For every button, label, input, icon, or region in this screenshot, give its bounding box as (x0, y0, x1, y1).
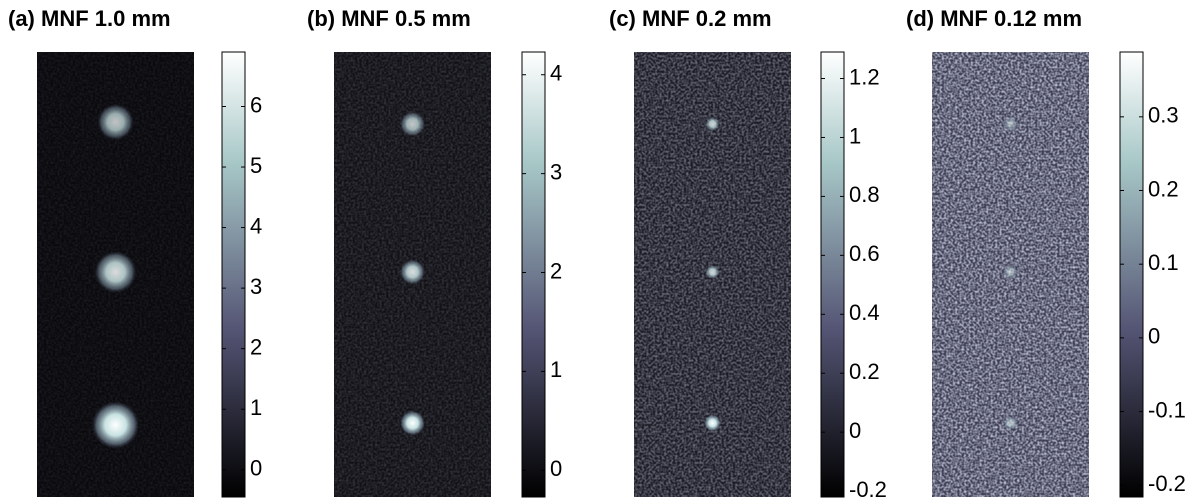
colorbar (522, 52, 545, 497)
bright-spot (400, 410, 425, 435)
colorbar-tick-label: 1 (550, 357, 562, 382)
colorbar-tick-label: 6 (250, 92, 262, 117)
colorbar-tick-label: 2 (250, 334, 262, 359)
colorbar-tick-label: -0.2 (849, 477, 887, 501)
colorbar-tick-label: 2 (550, 258, 562, 283)
colorbar-tick-label: 0 (550, 456, 562, 481)
colorbar-tick-label: 5 (250, 153, 262, 178)
colorbar-tick-label: 3 (550, 159, 562, 184)
colorbar-tick-label: 1.2 (849, 64, 880, 89)
figure: (a) MNF 1.0 mm 0 1 2 3 4 5 6 (b) MNF 0.5 mm 0 1 2 3 4… (0, 0, 1203, 501)
colorbar-tick-label: 0.6 (849, 241, 880, 266)
colorbar-tick-label: 0.1 (1148, 250, 1179, 275)
bright-spot (97, 104, 133, 140)
colorbar-tick-label: 4 (550, 61, 562, 86)
colorbar-tick-label: 0.2 (1148, 176, 1179, 201)
colorbar-tick-label: 0.4 (849, 300, 880, 325)
bright-spot (95, 251, 137, 293)
bright-spot (1004, 265, 1018, 279)
colorbar-tick-label: -0.1 (1148, 397, 1186, 422)
colorbar (821, 52, 844, 497)
colorbar-tick-label: 0 (250, 456, 262, 481)
colorbar-tick-label: 0.8 (849, 182, 880, 207)
panel-title: (b) MNF 0.5 mm (307, 6, 471, 31)
colorbar (1120, 52, 1143, 497)
panel-title: (c) MNF 0.2 mm (609, 6, 772, 31)
bright-spot (400, 111, 425, 136)
bright-spot (704, 415, 721, 432)
bright-spot (1004, 117, 1018, 131)
bright-spot (706, 265, 720, 279)
colorbar (222, 52, 245, 497)
panel-title: (d) MNF 0.12 mm (906, 6, 1082, 31)
colorbar-tick-label: 0.3 (1148, 103, 1179, 128)
panel-title: (a) MNF 1.0 mm (8, 6, 171, 31)
colorbar-tick-label: 0 (1148, 324, 1160, 349)
colorbar-tick-label: -0.2 (1148, 471, 1186, 496)
colorbar-tick-label: 1 (250, 395, 262, 420)
colorbar-tick-label: 0.2 (849, 359, 880, 384)
colorbar-tick-label: 0 (849, 418, 861, 443)
colorbar-tick-label: 3 (250, 274, 262, 299)
colorbar-tick-label: 1 (849, 123, 861, 148)
colorbar-tick-label: 4 (250, 213, 262, 238)
bright-spot (706, 117, 720, 131)
bright-spot (1004, 416, 1018, 430)
bright-spot (400, 259, 425, 284)
bright-spot (92, 401, 140, 449)
